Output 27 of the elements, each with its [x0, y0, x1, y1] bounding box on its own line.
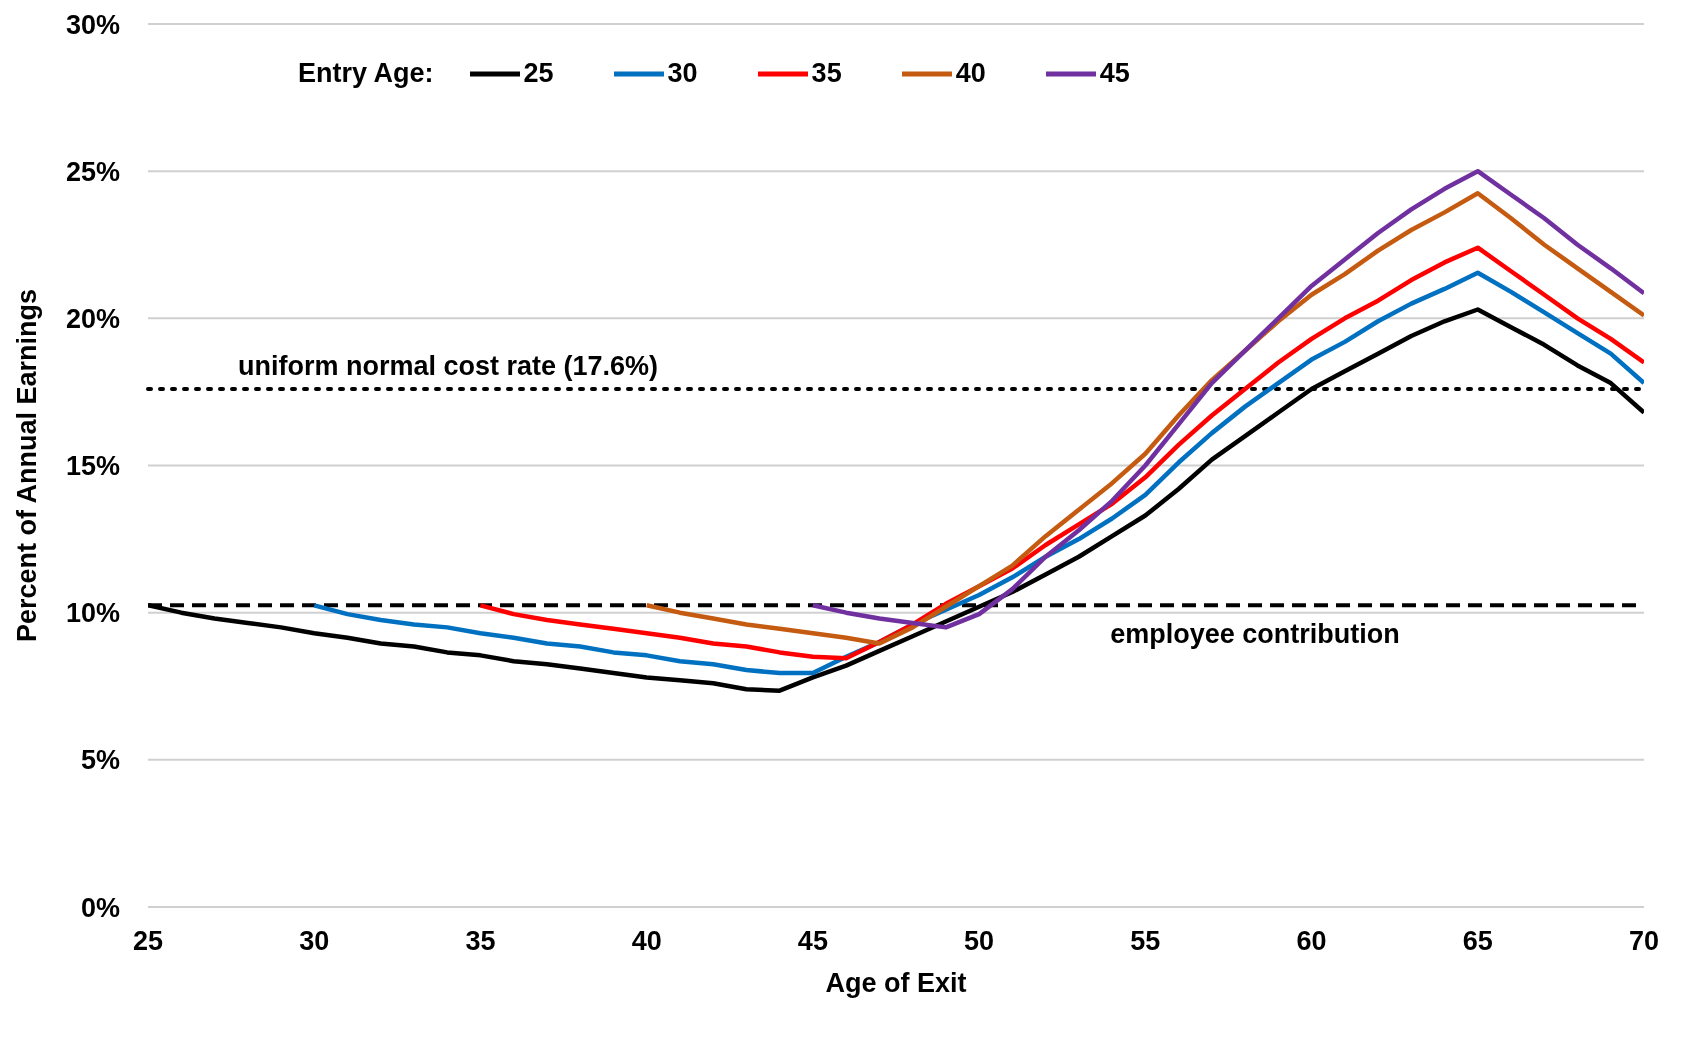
y-tick-label: 20%: [65, 303, 120, 334]
y-tick-label: 10%: [65, 598, 120, 629]
legend-label: 30: [667, 58, 698, 89]
x-tick-label: 25: [132, 926, 164, 957]
y-tick-label: 15%: [65, 451, 120, 482]
x-tick-label: 60: [1296, 926, 1327, 957]
x-tick-label: 30: [299, 926, 330, 957]
y-tick-label: 25%: [65, 156, 120, 187]
legend-label: 25: [523, 58, 554, 89]
ref-line-label: uniform normal cost rate (17.6%): [238, 350, 659, 381]
y-axis-title: Percent of Annual Earnings: [11, 288, 42, 643]
x-axis-title: Age of Exit: [825, 968, 967, 998]
y-tick-label: 5%: [80, 745, 120, 776]
x-tick-label: 40: [631, 926, 662, 957]
legend-label: 35: [811, 58, 842, 89]
x-tick-label: 50: [964, 926, 995, 957]
x-tick-label: 35: [465, 926, 496, 957]
x-tick-label: 45: [797, 926, 828, 957]
x-tick-label: 55: [1130, 926, 1161, 957]
legend-title: Entry Age:: [298, 58, 434, 89]
y-tick-label: 30%: [65, 9, 120, 40]
ref-line-label: employee contribution: [1110, 619, 1400, 650]
x-tick-label: 70: [1628, 926, 1660, 957]
x-tick-label: 65: [1462, 926, 1493, 957]
legend-label: 40: [955, 58, 986, 89]
y-tick-label: 0%: [80, 892, 120, 923]
legend-label: 45: [1099, 58, 1130, 89]
